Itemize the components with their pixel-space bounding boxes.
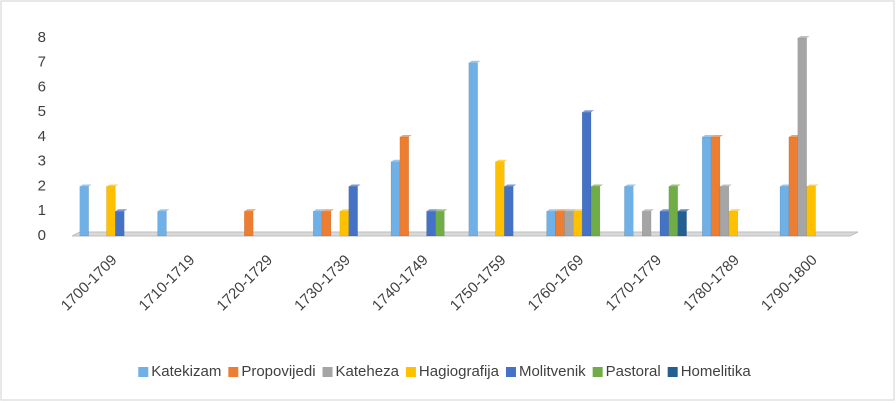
bar (677, 211, 687, 237)
bar (157, 211, 167, 237)
bar (321, 211, 332, 237)
legend-label: Kateheza (336, 363, 400, 380)
bar-top (244, 209, 257, 212)
bar-top (468, 60, 481, 63)
bar (348, 186, 358, 237)
bar (806, 186, 816, 237)
bar-top (711, 135, 723, 137)
bar-top (348, 184, 361, 187)
bar (590, 186, 601, 237)
legend-label: Katekizam (151, 363, 221, 380)
legend-label: Homelitika (681, 363, 752, 380)
bar (546, 211, 556, 237)
legend-swatch (592, 367, 603, 377)
bar (728, 211, 738, 237)
bar (573, 211, 583, 237)
bar (312, 211, 323, 237)
bar (390, 161, 401, 237)
bar-top (668, 184, 681, 187)
bar (779, 186, 790, 237)
y-tick-label: 7 (38, 54, 46, 71)
legend-swatch (228, 367, 239, 377)
bar-top (504, 184, 517, 187)
legend-swatch (667, 367, 678, 377)
legend-label: Propovijedi (241, 363, 315, 380)
bar-top (719, 184, 732, 187)
y-tick-label: 2 (38, 177, 46, 194)
y-tick-label: 0 (38, 227, 46, 244)
bar (435, 211, 445, 237)
bar (719, 186, 730, 237)
bar (788, 136, 799, 237)
bar (504, 186, 514, 237)
y-tick-label: 6 (38, 78, 46, 95)
bar (581, 112, 592, 237)
bar (115, 211, 125, 237)
bar-top (157, 209, 170, 212)
legend-swatch (138, 367, 149, 377)
bar (641, 211, 652, 237)
bar (797, 37, 807, 237)
bar (555, 211, 565, 237)
bar-top (555, 209, 568, 212)
legend-label: Pastoral (606, 363, 661, 380)
bar-top (399, 135, 412, 137)
y-tick-label: 5 (38, 103, 46, 120)
legend-label: Hagiografija (419, 363, 500, 380)
bar-top (806, 184, 819, 187)
bar-top (322, 209, 334, 212)
floor (71, 231, 859, 237)
bar-top (115, 209, 128, 212)
bar-top (702, 135, 715, 137)
bar-top (564, 209, 577, 212)
bar-top (591, 184, 603, 187)
bar (495, 161, 505, 237)
bar (659, 211, 670, 237)
bar-top (313, 209, 326, 212)
legend-label: Molitvenik (519, 363, 586, 380)
bar (79, 186, 89, 237)
bar (710, 136, 721, 237)
bar-top (546, 209, 559, 212)
bar-top (624, 184, 637, 187)
bar (624, 186, 634, 237)
bar (106, 186, 116, 237)
y-tick-label: 1 (38, 202, 46, 219)
bar (339, 211, 349, 237)
bar-top (797, 36, 810, 38)
legend-swatch (405, 367, 416, 377)
bar-top (435, 209, 448, 212)
bar-top (495, 159, 508, 162)
bar-top (79, 184, 92, 187)
bar (426, 211, 436, 237)
legend-swatch (322, 367, 333, 377)
bar (468, 62, 478, 237)
bar (244, 211, 254, 237)
bar (399, 136, 410, 237)
y-tick-label: 3 (38, 153, 46, 170)
bar-top (106, 184, 119, 187)
bar (564, 211, 574, 237)
bar-top (426, 209, 439, 212)
y-tick-label: 8 (38, 29, 46, 46)
bar-top (677, 209, 690, 212)
bar-top (728, 209, 741, 212)
bar-top (642, 209, 655, 212)
bar-top (582, 110, 595, 113)
legend-swatch (505, 367, 516, 377)
y-tick-label: 4 (38, 128, 46, 145)
bar (701, 136, 712, 237)
bar (668, 186, 678, 237)
